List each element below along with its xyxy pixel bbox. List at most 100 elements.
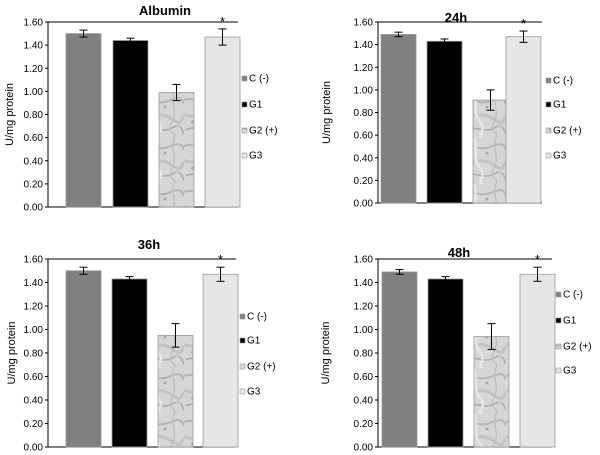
y-tick-label: 0.80 <box>24 349 44 360</box>
y-axis-label: U/mg protein <box>320 322 332 385</box>
bar-4 <box>505 36 542 204</box>
bar-2 <box>112 40 149 208</box>
y-tick-label: 1.40 <box>24 41 44 52</box>
y-tick-label: 0.60 <box>354 372 374 383</box>
y-tick-label: 1.40 <box>354 40 374 51</box>
bar-1 <box>65 33 102 208</box>
bar-1 <box>380 34 417 204</box>
y-tick-label: 1.60 <box>24 255 44 266</box>
chart-panel-2: 0.00 0.20 0.40 0.60 0.80 1.00 1.20 1.40 1.60 U/mg… <box>321 10 582 210</box>
legend-swatch-4 <box>239 388 246 395</box>
legend-label-3: G2 (+) <box>247 362 276 373</box>
significance-marker: * <box>521 16 526 31</box>
bar-2 <box>111 278 148 448</box>
legend-swatch-3 <box>545 127 552 134</box>
legend-swatch-4 <box>241 152 248 159</box>
chart-panel-1: 0.00 0.20 0.40 0.60 0.80 1.00 1.20 1.40 1.60 U/mg… <box>4 3 278 214</box>
chart-title: 48h <box>448 245 470 260</box>
y-tick-label: 0.40 <box>24 156 44 167</box>
legend-label-1: C (-) <box>553 76 573 87</box>
significance-marker: * <box>218 252 223 267</box>
y-tick-label: 0.00 <box>354 199 374 210</box>
chart-panel-3: 0.00 0.20 0.40 0.60 0.80 1.00 1.20 1.40 1.60 U/mg… <box>6 237 276 454</box>
y-tick-label: 1.40 <box>24 278 44 289</box>
y-tick-label: 1.20 <box>354 302 374 313</box>
bar-3 <box>158 92 195 208</box>
y-axis-label: U/mg protein <box>6 322 18 385</box>
y-tick-label: 0.40 <box>354 396 374 407</box>
legend-swatch-2 <box>239 337 246 344</box>
y-tick-label: 0.80 <box>24 110 44 121</box>
legend-label-3: G2 (+) <box>563 342 592 353</box>
legend-swatch-3 <box>555 343 562 350</box>
y-tick-label: 0.80 <box>354 349 374 360</box>
legend-label-2: G1 <box>249 100 263 111</box>
chart-panel-4: 0.00 0.20 0.40 0.60 0.80 1.00 1.20 1.40 1.60 U/mg… <box>320 245 592 454</box>
y-axis-label: U/mg protein <box>321 81 333 144</box>
bar-3 <box>473 336 510 448</box>
y-tick-label: 1.00 <box>354 325 374 336</box>
bar-4 <box>202 273 239 448</box>
legend-swatch-4 <box>545 152 552 159</box>
legend-label-1: C (-) <box>563 290 583 301</box>
bar-4 <box>519 273 556 448</box>
legend-swatch-1 <box>239 313 246 320</box>
bar-1 <box>65 270 102 448</box>
y-tick-label: 1.60 <box>354 255 374 266</box>
y-tick-label: 1.60 <box>24 18 44 29</box>
y-tick-label: 0.20 <box>354 176 374 187</box>
y-tick-label: 0.60 <box>24 372 44 383</box>
legend-swatch-4 <box>555 367 562 374</box>
y-tick-label: 1.00 <box>24 87 44 98</box>
legend-label-2: G1 <box>553 100 567 111</box>
bar-2 <box>427 278 464 448</box>
y-tick-label: 0.40 <box>354 153 374 164</box>
legend-label-1: C (-) <box>249 74 269 85</box>
legend-label-4: G3 <box>563 366 577 377</box>
bar-1 <box>381 271 418 448</box>
y-tick-label: 1.20 <box>24 302 44 313</box>
y-tick-label: 0.00 <box>354 443 374 454</box>
y-tick-label: 0.60 <box>24 133 44 144</box>
y-tick-label: 0.00 <box>24 203 44 214</box>
bar-3 <box>472 99 509 204</box>
legend-label-4: G3 <box>247 387 261 398</box>
bar-4 <box>204 36 241 208</box>
y-tick-label: 1.20 <box>24 64 44 75</box>
legend-label-3: G2 (+) <box>553 126 582 137</box>
y-tick-label: 0.40 <box>24 396 44 407</box>
y-tick-label: 0.80 <box>354 108 374 119</box>
legend-swatch-3 <box>241 127 248 134</box>
y-tick-label: 0.00 <box>24 443 44 454</box>
legend-swatch-2 <box>545 101 552 108</box>
y-tick-label: 0.60 <box>354 131 374 142</box>
legend-swatch-1 <box>555 291 562 298</box>
bar-2 <box>426 40 463 204</box>
legend-swatch-2 <box>241 101 248 108</box>
legend-label-1: C (-) <box>247 312 267 323</box>
significance-marker: * <box>220 14 225 29</box>
chart-title: 36h <box>138 237 160 252</box>
bar-3 <box>157 334 194 448</box>
significance-marker: * <box>535 252 540 267</box>
legend-swatch-2 <box>555 317 562 324</box>
y-tick-label: 1.40 <box>354 278 374 289</box>
y-tick-label: 0.20 <box>24 419 44 430</box>
chart-title: Albumin <box>139 3 191 18</box>
y-tick-label: 0.20 <box>24 179 44 190</box>
legend-swatch-3 <box>239 363 246 370</box>
legend-label-2: G1 <box>563 316 577 327</box>
legend-swatch-1 <box>241 75 248 82</box>
legend-swatch-1 <box>545 77 552 84</box>
legend-label-4: G3 <box>249 151 263 162</box>
y-tick-label: 1.20 <box>354 63 374 74</box>
legend-label-4: G3 <box>553 151 567 162</box>
y-axis-label: U/mg protein <box>4 83 16 146</box>
legend-label-2: G1 <box>247 336 261 347</box>
y-tick-label: 1.60 <box>354 18 374 29</box>
chart-title: 24h <box>445 10 467 25</box>
y-tick-label: 1.00 <box>354 85 374 96</box>
y-tick-label: 1.00 <box>24 325 44 336</box>
y-tick-label: 0.20 <box>354 419 374 430</box>
